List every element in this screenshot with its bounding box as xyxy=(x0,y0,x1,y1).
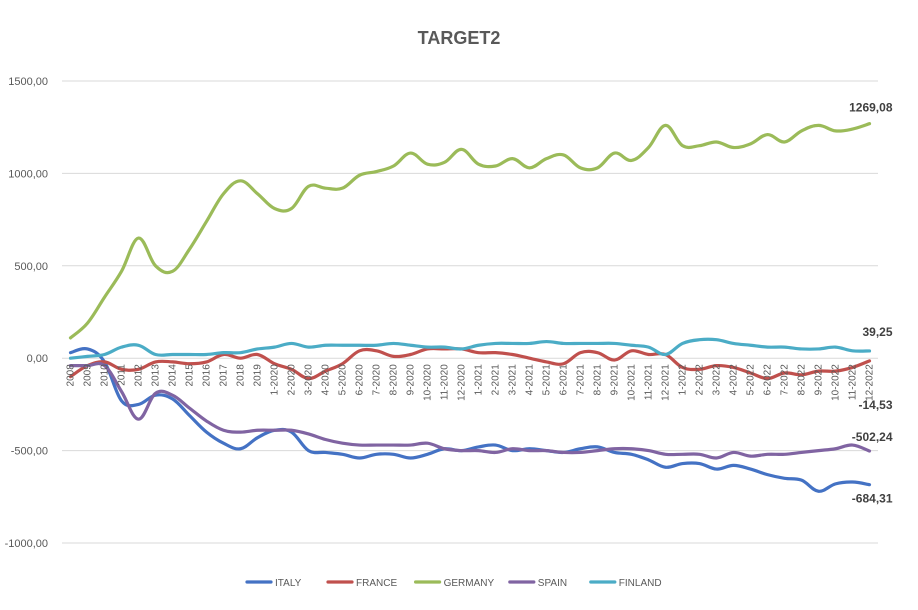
x-tick-label: 5-2022 xyxy=(746,364,757,396)
legend-item-france: FRANCE xyxy=(326,578,397,589)
end-value-label-france: -14,53 xyxy=(858,398,892,412)
x-tick-label: 9-2020 xyxy=(406,364,417,396)
x-tick-label: 11-2020 xyxy=(440,364,451,400)
x-tick-label: 2009 xyxy=(83,364,94,387)
x-tick-label: 5-2021 xyxy=(542,364,553,396)
x-tick-label: 12-2021 xyxy=(661,364,672,401)
x-tick-label: 2014 xyxy=(168,364,179,387)
x-tick-label: 6-2021 xyxy=(559,364,570,396)
x-tick-label: 2008 xyxy=(66,364,77,387)
x-tick-label: 10-2022 xyxy=(831,364,842,401)
x-tick-label: 2018 xyxy=(236,364,247,387)
y-tick-label: 0,00 xyxy=(27,353,48,365)
legend-label: ITALY xyxy=(275,578,302,589)
x-tick-label: 2017 xyxy=(219,364,230,387)
x-tick-label: 12-2022 xyxy=(865,364,876,401)
x-tick-label: 3-2021 xyxy=(508,364,519,396)
x-tick-label: 4-2021 xyxy=(525,364,536,396)
x-tick-label: 7-2021 xyxy=(576,364,587,396)
x-tick-label: 2016 xyxy=(202,364,213,387)
y-tick-label: -1000,00 xyxy=(5,538,48,550)
legend-item-italy: ITALY xyxy=(245,578,302,589)
x-tick-label: 11-2021 xyxy=(644,364,655,400)
x-tick-label: 10-2021 xyxy=(627,364,638,401)
series-line-germany xyxy=(68,122,872,340)
legend-item-finland: FINLAND xyxy=(589,578,662,589)
x-tick-label: 2011 xyxy=(117,364,128,386)
x-tick-label: 10-2020 xyxy=(423,364,434,401)
x-tick-label: 6-2020 xyxy=(355,364,366,396)
x-tick-label: 2-2020 xyxy=(287,364,298,396)
legend-label: GERMANY xyxy=(444,578,495,589)
x-tick-label: 2010 xyxy=(100,364,111,387)
x-tick-label: 11-2022 xyxy=(848,364,859,400)
x-tick-label: 5-2020 xyxy=(338,364,349,396)
series-line-finland xyxy=(68,337,872,360)
x-tick-label: 4-2020 xyxy=(321,364,332,396)
chart-title: TARGET2 xyxy=(417,28,501,48)
y-tick-label: 500,00 xyxy=(14,261,48,273)
x-tick-label: 1-2021 xyxy=(474,364,485,396)
x-tick-label: 7-2022 xyxy=(780,364,791,396)
series-line-spain xyxy=(68,361,872,460)
x-tick-label: 2013 xyxy=(151,364,162,387)
x-tick-label: 8-2021 xyxy=(593,364,604,396)
x-tick-label: 9-2022 xyxy=(814,364,825,396)
y-tick-label: -500,00 xyxy=(11,446,48,458)
end-value-label-germany: 1269,08 xyxy=(849,101,893,115)
x-tick-label: 6-2022 xyxy=(763,364,774,396)
x-tick-label: 8-2022 xyxy=(797,364,808,396)
x-tick-label: 1-2020 xyxy=(270,364,281,396)
x-tick-label: 2-2022 xyxy=(695,364,706,396)
x-tick-label: 2015 xyxy=(185,364,196,387)
end-value-label-spain: -502,24 xyxy=(852,430,893,444)
x-tick-label: 12-2020 xyxy=(457,364,468,401)
y-tick-label: 1500,00 xyxy=(8,76,48,88)
x-tick-label: 2-2021 xyxy=(491,364,502,396)
x-tick-label: 3-2022 xyxy=(712,364,723,396)
x-tick-label: 3-2020 xyxy=(304,364,315,396)
x-tick-label: 7-2020 xyxy=(372,364,383,396)
legend-label: FINLAND xyxy=(619,578,662,589)
end-value-label-italy: -684,31 xyxy=(852,492,893,506)
x-tick-label: 8-2020 xyxy=(389,364,400,396)
end-value-label-finland: 39,25 xyxy=(862,325,892,339)
legend-item-germany: GERMANY xyxy=(414,578,495,589)
x-tick-label: 4-2022 xyxy=(729,364,740,396)
legend-label: SPAIN xyxy=(538,578,567,589)
x-tick-label: 2012 xyxy=(134,364,145,387)
series-line-france xyxy=(68,346,872,381)
x-tick-label: 2019 xyxy=(253,364,264,387)
y-tick-label: 1000,00 xyxy=(8,168,48,180)
x-tick-label: 9-2021 xyxy=(610,364,621,396)
legend-label: FRANCE xyxy=(356,578,397,589)
x-tick-label: 1-2022 xyxy=(678,364,689,396)
legend-item-spain: SPAIN xyxy=(508,578,567,589)
